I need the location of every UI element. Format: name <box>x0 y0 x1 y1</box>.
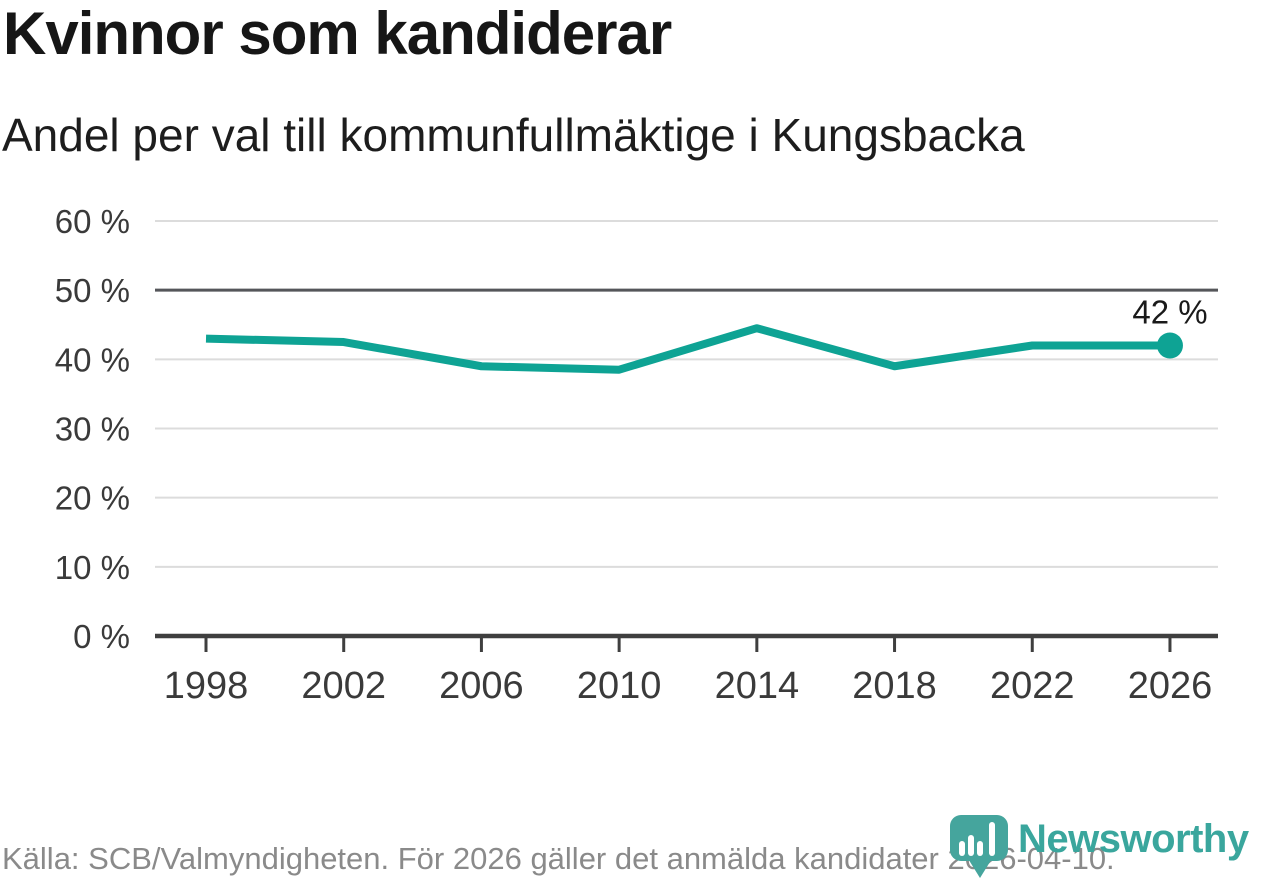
end-point-marker <box>1156 332 1183 359</box>
newsworthy-logo: Newsworthy <box>948 813 1249 879</box>
y-axis-label: 60 % <box>55 203 130 240</box>
x-axis-label: 2022 <box>990 665 1075 707</box>
chart-title: Kvinnor som kandiderar <box>3 0 672 67</box>
newsworthy-logo-text: Newsworthy <box>1018 817 1249 861</box>
x-axis-label: 2018 <box>852 665 937 707</box>
end-value-label: 42 % <box>1132 294 1207 331</box>
x-axis-label: 2002 <box>301 665 386 707</box>
newsworthy-pin-barchart-icon <box>950 815 1008 878</box>
y-axis-label: 10 % <box>55 549 130 586</box>
y-axis-label: 50 % <box>55 272 130 309</box>
y-axis-label: 0 % <box>73 618 130 655</box>
chart-subtitle: Andel per val till kommunfullmäktige i K… <box>2 109 1025 161</box>
data-line <box>205 324 1170 374</box>
y-axis-label: 40 % <box>55 341 130 378</box>
source-note: Källa: SCB/Valmyndigheten. För 2026 gäll… <box>2 841 1115 876</box>
x-axis-label: 1998 <box>164 665 249 707</box>
x-axis-label: 2006 <box>439 665 524 707</box>
x-axis-label: 2026 <box>1128 665 1213 707</box>
x-axis-label: 2014 <box>715 665 800 707</box>
y-axis-label: 30 % <box>55 411 130 448</box>
x-axis-label: 2010 <box>577 665 662 707</box>
y-axis-label: 20 % <box>55 480 130 517</box>
